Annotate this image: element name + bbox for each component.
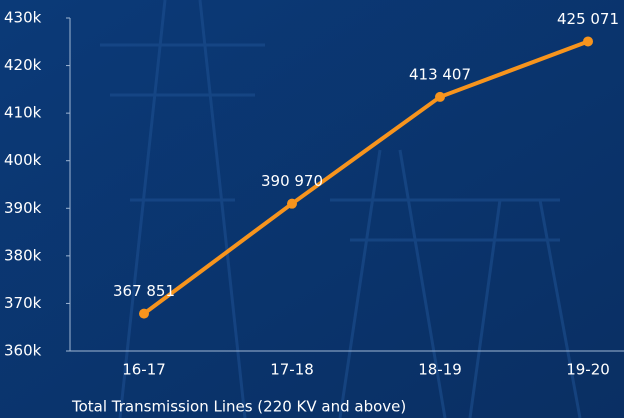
y-tick-label: 370k: [4, 294, 42, 312]
data-label: 425 071: [557, 10, 619, 28]
point: [287, 198, 297, 209]
data-label: 367 851: [113, 282, 175, 300]
x-axis-title: Total Transmission Lines (220 KV and abo…: [71, 398, 406, 416]
x-tick-label: 16-17: [122, 361, 166, 379]
y-tick-label: 400k: [4, 151, 42, 169]
tower-decoration: [100, 0, 582, 418]
line: [142, 39, 589, 316]
x-tick-label: 19-20: [566, 361, 610, 379]
y-tick-label: 390k: [4, 199, 42, 217]
x-tick-label: 18-19: [418, 361, 462, 379]
y-tick-label: 410k: [4, 104, 42, 122]
data-label: 413 407: [409, 65, 471, 83]
y-tick-label: 420k: [4, 56, 42, 74]
point: [435, 91, 445, 102]
y-tick-label: 430k: [4, 9, 42, 27]
point: [583, 36, 593, 47]
y-tick-label: 380k: [4, 246, 42, 264]
point: [139, 308, 149, 319]
y-tick-label: 360k: [4, 342, 42, 360]
data-label: 390 970: [261, 172, 323, 190]
x-tick-label: 17-18: [270, 361, 314, 379]
